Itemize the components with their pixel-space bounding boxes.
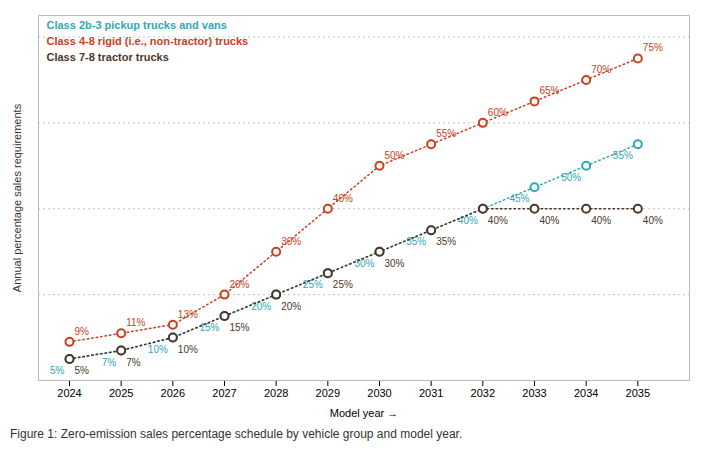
svg-text:Class 4-8 rigid (i.e., non-tra: Class 4-8 rigid (i.e., non-tractor) truc… <box>47 35 249 47</box>
svg-text:40%: 40% <box>591 215 611 226</box>
svg-text:55%: 55% <box>613 150 633 161</box>
svg-text:10%: 10% <box>148 344 168 355</box>
svg-text:Model year →: Model year → <box>330 407 398 419</box>
svg-text:60%: 60% <box>488 107 508 118</box>
svg-text:7%: 7% <box>102 357 117 368</box>
svg-text:20%: 20% <box>251 301 271 312</box>
svg-text:2028: 2028 <box>264 387 288 399</box>
svg-text:11%: 11% <box>126 317 145 328</box>
svg-text:15%: 15% <box>199 322 219 333</box>
svg-text:40%: 40% <box>488 215 508 226</box>
svg-text:13%: 13% <box>178 309 198 320</box>
svg-text:5%: 5% <box>50 365 65 376</box>
svg-text:2033: 2033 <box>522 387 546 399</box>
svg-text:30%: 30% <box>354 258 374 269</box>
svg-text:40%: 40% <box>458 215 478 226</box>
svg-text:Annual percentage sales requir: Annual percentage sales requirements <box>11 103 23 292</box>
svg-text:65%: 65% <box>540 85 560 96</box>
svg-text:2026: 2026 <box>161 387 185 399</box>
svg-text:2030: 2030 <box>367 387 391 399</box>
svg-text:25%: 25% <box>303 279 323 290</box>
svg-text:Class 7-8 tractor trucks: Class 7-8 tractor trucks <box>47 51 169 63</box>
svg-text:2029: 2029 <box>316 387 340 399</box>
svg-text:2025: 2025 <box>109 387 133 399</box>
svg-text:35%: 35% <box>406 236 426 247</box>
svg-text:30%: 30% <box>281 236 301 247</box>
svg-text:2031: 2031 <box>419 387 443 399</box>
svg-text:10%: 10% <box>178 344 198 355</box>
svg-text:75%: 75% <box>643 42 663 53</box>
svg-text:7%: 7% <box>126 357 141 368</box>
svg-text:15%: 15% <box>230 322 250 333</box>
svg-text:30%: 30% <box>385 258 405 269</box>
svg-text:40%: 40% <box>333 193 353 204</box>
svg-text:9%: 9% <box>75 326 90 337</box>
svg-text:2024: 2024 <box>57 387 81 399</box>
svg-text:70%: 70% <box>591 64 611 75</box>
svg-text:45%: 45% <box>509 193 529 204</box>
svg-text:5%: 5% <box>75 365 90 376</box>
svg-text:35%: 35% <box>436 236 456 247</box>
svg-text:2032: 2032 <box>471 387 495 399</box>
svg-text:20%: 20% <box>281 301 301 312</box>
svg-text:20%: 20% <box>230 279 250 290</box>
svg-text:Class 2b-3 pickup trucks and v: Class 2b-3 pickup trucks and vans <box>47 19 227 31</box>
svg-text:50%: 50% <box>385 150 405 161</box>
svg-text:40%: 40% <box>540 215 560 226</box>
svg-text:25%: 25% <box>333 279 353 290</box>
svg-text:2035: 2035 <box>626 387 650 399</box>
html-text:Figure 1: Zero-emission sales: Figure 1: Zero-emission sales percentage… <box>10 427 463 441</box>
svg-text:55%: 55% <box>436 128 456 139</box>
svg-text:40%: 40% <box>643 215 663 226</box>
svg-text:50%: 50% <box>561 172 581 183</box>
svg-text:2027: 2027 <box>212 387 236 399</box>
svg-text:2034: 2034 <box>574 387 598 399</box>
